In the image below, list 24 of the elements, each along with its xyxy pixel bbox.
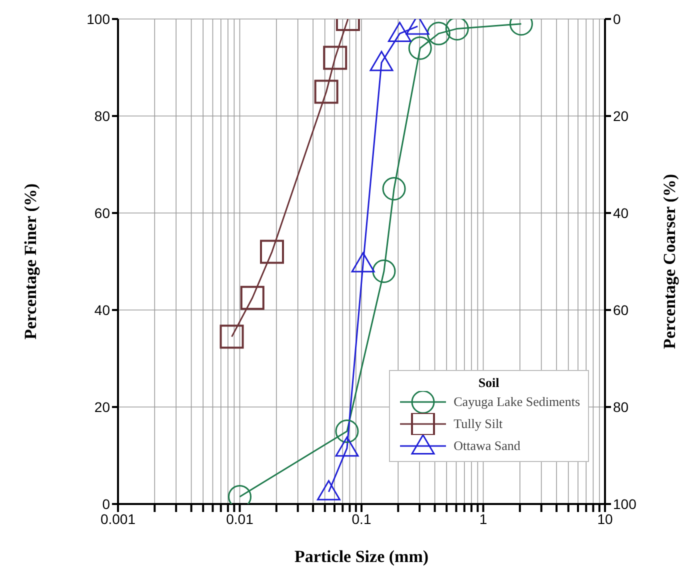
y-tick-label: 20 [94,398,110,415]
y-tick-label: 100 [86,10,110,27]
y2-tick-label: 100 [613,496,637,512]
y2-tick-label: 60 [613,302,629,318]
x-tick-label: 1 [479,510,488,527]
y2-axis-title: Percentage Coarser (%) [660,174,680,349]
y-tick-label: 40 [94,302,110,318]
legend-label: Tully Silt [454,416,503,432]
x-tick-label: 0.001 [100,510,136,527]
y-tick-label: 80 [94,108,110,124]
y-tick-label: 60 [94,204,110,221]
x-tick-label: 0.01 [226,510,254,527]
legend-label: Ottawa Sand [454,438,520,454]
y-tick-label: 0 [102,496,110,512]
y2-tick-label: 80 [613,398,629,415]
x-tick-label: 10 [597,510,613,527]
x-axis-title: Particle Size (mm) [294,547,429,566]
legend-title: Soil [477,375,500,391]
legend-label: Cayuga Lake Sediments [454,394,580,410]
y2-tick-label: 40 [613,204,629,221]
y2-tick-label: 20 [613,108,629,124]
y2-tick-label: 0 [613,10,621,27]
y-axis-title: Percentage Finer (%) [21,183,40,340]
x-tick-label: 0.1 [352,510,372,527]
